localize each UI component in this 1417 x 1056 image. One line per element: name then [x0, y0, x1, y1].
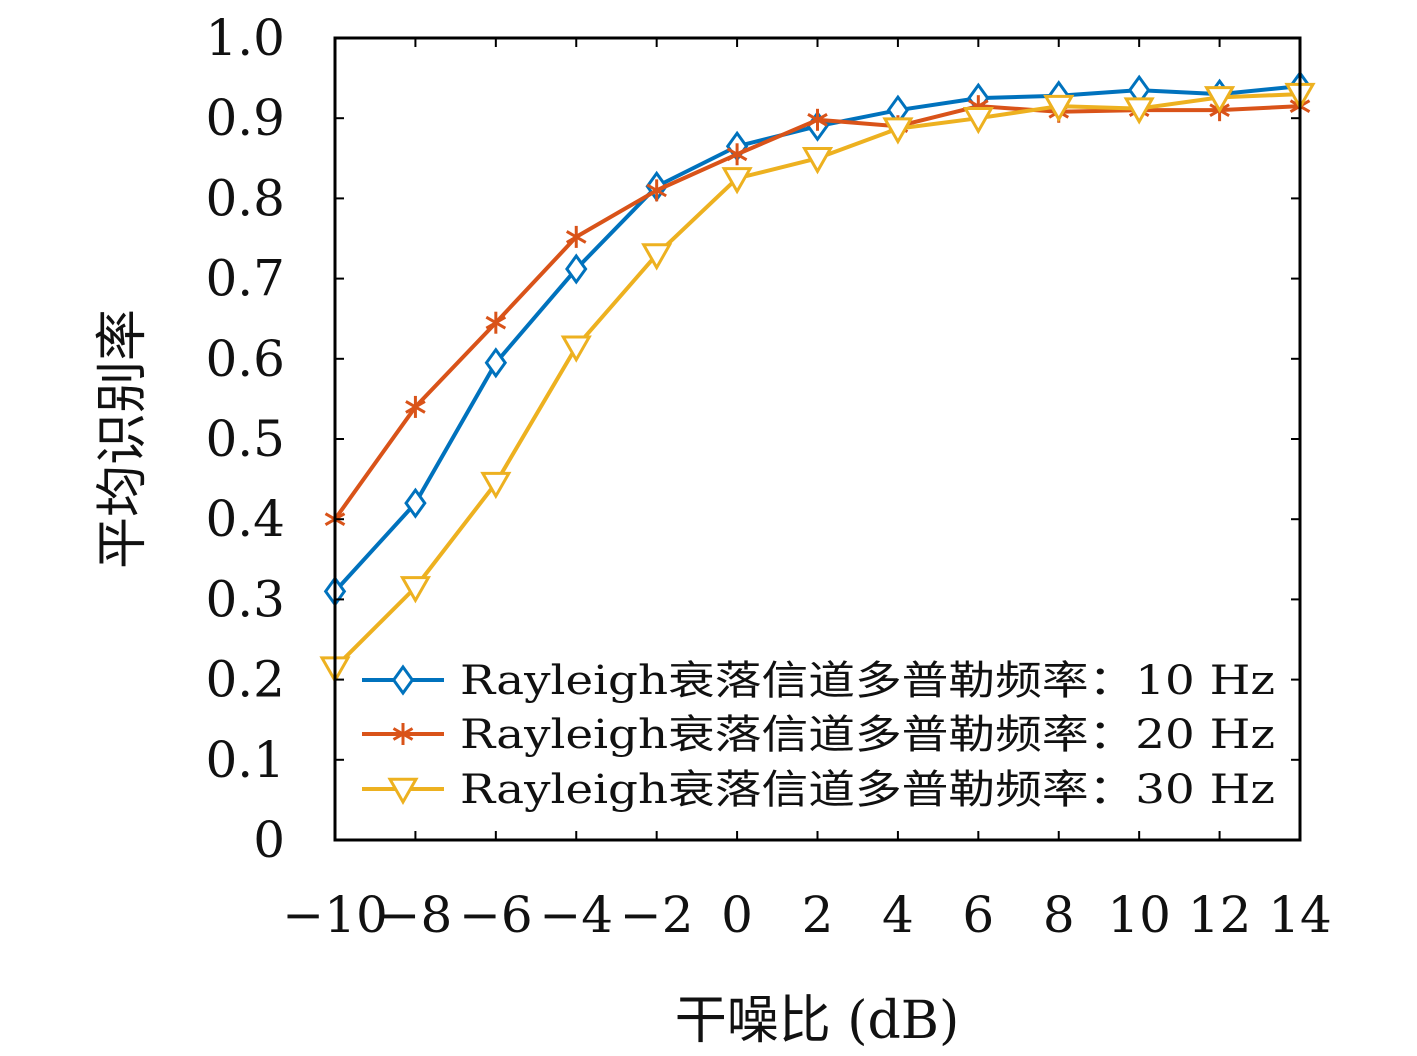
- legend-marker: [392, 723, 414, 745]
- data-point-marker: [404, 487, 427, 519]
- x-axis-title: 干噪比 (dB): [675, 991, 960, 1051]
- data-point-marker: [485, 311, 507, 334]
- y-tick-label: 1.0: [205, 9, 285, 67]
- y-tick-label: 0.3: [205, 570, 285, 628]
- data-point-marker: [399, 576, 432, 604]
- y-tick-label: 0.4: [205, 490, 285, 548]
- data-point-marker: [1123, 97, 1155, 125]
- data-point-marker: [641, 243, 673, 271]
- y-tick-label: 0.2: [205, 651, 285, 709]
- series-line: [333, 92, 1301, 669]
- x-tick-label: 12: [1188, 886, 1252, 944]
- data-point-marker: [480, 471, 512, 500]
- data-point-marker: [1043, 94, 1075, 123]
- x-tick-label: −8: [379, 886, 453, 944]
- legend-marker: [391, 664, 415, 696]
- legend-item: Rayleigh衰落信道多普勒频率：10 Hz: [362, 658, 1275, 704]
- x-tick-label: 6: [962, 886, 994, 944]
- data-point-marker: [801, 147, 834, 175]
- data-point-marker: [807, 108, 828, 131]
- y-tick-label: 0.6: [205, 330, 285, 388]
- legend-label: Rayleigh衰落信道多普勒频率：20 Hz: [460, 712, 1275, 758]
- y-tick-label: 0.1: [205, 731, 285, 789]
- data-point-marker: [721, 167, 753, 195]
- y-tick-label: 0.9: [205, 89, 285, 147]
- data-point-marker: [882, 117, 914, 145]
- data-point-marker: [962, 106, 994, 135]
- legend-item: Rayleigh衰落信道多普勒频率：30 Hz: [362, 767, 1275, 813]
- data-point-marker: [484, 347, 508, 379]
- x-tick-label: 4: [882, 886, 914, 944]
- data-point-marker: [565, 253, 588, 285]
- y-tick-label: 0.5: [205, 410, 285, 468]
- data-point-marker: [726, 143, 748, 166]
- x-tick-label: 2: [802, 886, 834, 944]
- x-tick-label: 14: [1268, 886, 1332, 944]
- ticks-layer: 0 0.1 0.2 0.3 0.4 0.5 0.6 0.7 0.8 0.9 1.0 −10−8 −6 −4…: [205, 9, 1331, 944]
- legend-marker: [387, 777, 419, 806]
- x-tick-label: −4: [539, 886, 613, 944]
- y-tick-label: 0: [253, 811, 285, 869]
- x-tick-label: −2: [620, 886, 694, 944]
- legend-label: Rayleigh衰落信道多普勒频率：30 Hz: [460, 767, 1275, 813]
- x-tick-label: −6: [459, 886, 533, 944]
- data-point-marker: [1203, 86, 1236, 114]
- legend-item: Rayleigh衰落信道多普勒频率：20 Hz: [362, 712, 1275, 758]
- y-axis-title: 平均识别率: [93, 309, 153, 569]
- legend-label: Rayleigh衰落信道多普勒频率：10 Hz: [460, 658, 1275, 704]
- data-point-marker: [560, 335, 592, 363]
- y-tick-label: 0.7: [205, 250, 285, 308]
- x-tick-label: −10: [282, 886, 388, 944]
- x-tick-label: 10: [1107, 886, 1171, 944]
- series-3: [319, 82, 1316, 684]
- data-point-marker: [646, 179, 667, 202]
- x-tick-label: 8: [1043, 886, 1075, 944]
- legend: Rayleigh衰落信道多普勒频率：10 Hz Rayleigh衰落信道多普勒频率…: [362, 658, 1275, 813]
- series-layer: [319, 70, 1316, 684]
- y-tick-label: 0.8: [205, 169, 285, 227]
- data-point-marker: [405, 395, 426, 418]
- data-point-marker: [565, 225, 587, 248]
- x-tick-label: 0: [721, 886, 753, 944]
